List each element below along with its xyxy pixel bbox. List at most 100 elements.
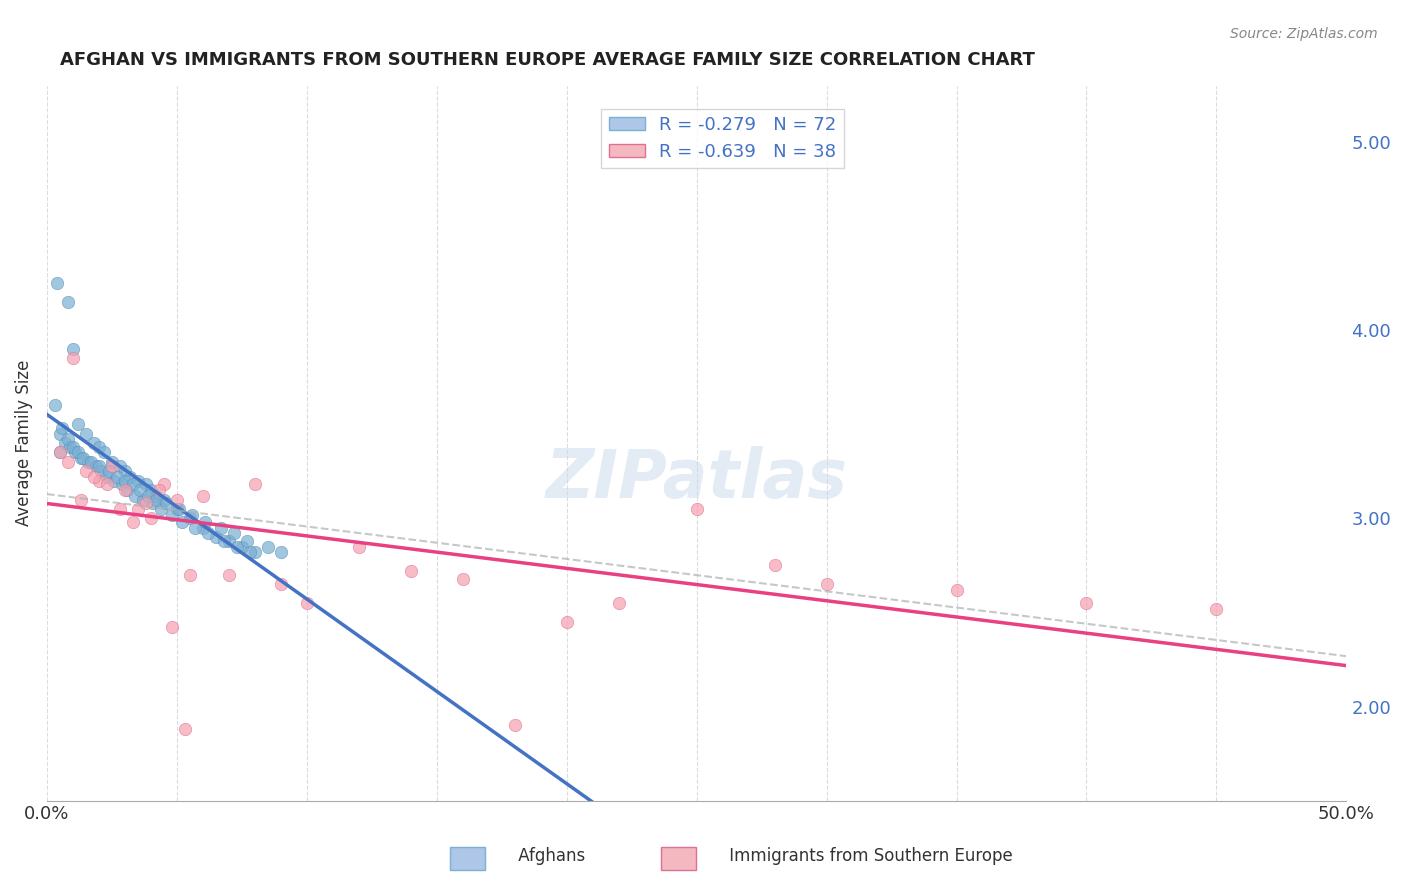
Point <box>256 540 278 554</box>
Point <box>117 483 139 497</box>
Point <box>114 474 136 488</box>
Point <box>166 492 188 507</box>
Point <box>49 445 72 459</box>
Point <box>145 489 167 503</box>
Point <box>191 489 214 503</box>
Point <box>209 521 232 535</box>
Point <box>1076 596 1098 610</box>
Point <box>243 545 266 559</box>
Point <box>67 417 90 432</box>
Text: ZIPatlas: ZIPatlas <box>546 446 848 512</box>
Point <box>69 451 91 466</box>
Point <box>108 502 131 516</box>
Point <box>121 515 143 529</box>
Point <box>56 432 79 446</box>
Point <box>101 455 124 469</box>
Point <box>503 718 526 732</box>
Point <box>205 530 228 544</box>
Point <box>101 458 124 473</box>
Point <box>173 722 195 736</box>
Point <box>295 596 318 610</box>
Point <box>194 515 217 529</box>
Point <box>347 540 370 554</box>
Point <box>108 458 131 473</box>
Point <box>236 533 259 548</box>
Point <box>148 483 170 497</box>
Point <box>555 615 578 629</box>
Point <box>169 502 191 516</box>
Point <box>49 426 72 441</box>
Point <box>212 533 235 548</box>
Point <box>184 521 207 535</box>
Text: Source: ZipAtlas.com: Source: ZipAtlas.com <box>1230 27 1378 41</box>
Point <box>197 526 219 541</box>
Point <box>815 577 838 591</box>
Point <box>98 464 121 478</box>
Point <box>87 474 110 488</box>
Point <box>166 502 188 516</box>
Point <box>59 440 82 454</box>
Point <box>179 567 201 582</box>
Point <box>83 436 105 450</box>
Point <box>270 577 292 591</box>
Point <box>124 489 146 503</box>
Point <box>136 489 159 503</box>
Point <box>135 477 157 491</box>
Point <box>155 496 177 510</box>
Point <box>231 540 253 554</box>
Point <box>945 582 967 597</box>
Point <box>62 351 84 366</box>
Text: Immigrants from Southern Europe: Immigrants from Southern Europe <box>703 847 1012 865</box>
Point <box>160 508 183 522</box>
Point <box>685 502 707 516</box>
Point <box>69 492 91 507</box>
Point <box>84 458 107 473</box>
Point <box>179 511 201 525</box>
Point <box>451 572 474 586</box>
Point <box>181 508 204 522</box>
Point <box>90 464 112 478</box>
Point <box>72 451 94 466</box>
Point <box>129 483 152 497</box>
Point <box>46 276 69 290</box>
Point <box>49 445 72 459</box>
Point <box>139 511 162 525</box>
Point <box>135 496 157 510</box>
Point <box>127 502 149 516</box>
Point <box>75 464 97 478</box>
Point <box>87 458 110 473</box>
Text: Afghans: Afghans <box>492 847 585 865</box>
Legend: R = -0.279   N = 72, R = -0.639   N = 38: R = -0.279 N = 72, R = -0.639 N = 38 <box>602 109 844 169</box>
Point <box>80 455 103 469</box>
Point <box>114 464 136 478</box>
Point <box>153 477 176 491</box>
Point <box>121 477 143 491</box>
Point <box>67 445 90 459</box>
Point <box>87 440 110 454</box>
Point <box>132 492 155 507</box>
Point <box>93 445 115 459</box>
Y-axis label: Average Family Size: Average Family Size <box>15 359 32 526</box>
Point <box>105 470 128 484</box>
Point <box>218 567 240 582</box>
Point <box>270 545 292 559</box>
Point <box>399 564 422 578</box>
Point <box>96 477 118 491</box>
Point <box>56 455 79 469</box>
Text: AFGHAN VS IMMIGRANTS FROM SOUTHERN EUROPE AVERAGE FAMILY SIZE CORRELATION CHART: AFGHAN VS IMMIGRANTS FROM SOUTHERN EUROP… <box>60 51 1035 69</box>
Point <box>150 502 173 516</box>
Point <box>96 470 118 484</box>
Point <box>77 455 100 469</box>
Point <box>225 540 247 554</box>
Point <box>239 545 262 559</box>
Point <box>62 440 84 454</box>
Point <box>222 526 245 541</box>
Point <box>44 399 66 413</box>
Point <box>53 436 76 450</box>
Point <box>75 426 97 441</box>
Point <box>153 492 176 507</box>
Point <box>127 474 149 488</box>
Point <box>763 558 786 573</box>
Point <box>62 342 84 356</box>
Point <box>56 294 79 309</box>
